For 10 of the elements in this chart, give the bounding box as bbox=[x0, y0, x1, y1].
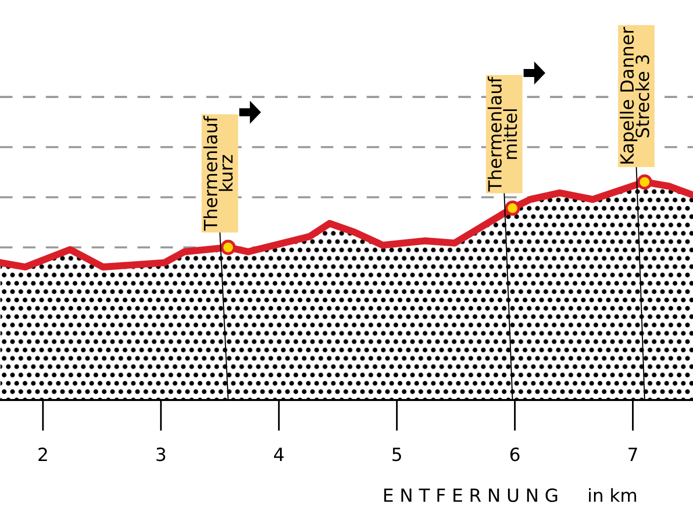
x-tick-label: 4 bbox=[274, 448, 284, 461]
x-tick-label: 2 bbox=[38, 448, 47, 461]
x-tick-label: 3 bbox=[156, 448, 166, 462]
annotation: Kapelle Danner Strecke 3 bbox=[620, 26, 650, 164]
x-axis-title: E N T F E R N U N G in km bbox=[384, 488, 636, 502]
annotation: Thermenlauf kurz bbox=[203, 116, 233, 231]
annotation: Thermenlauf mittel bbox=[488, 76, 518, 192]
x-tick-label: 6 bbox=[510, 448, 520, 462]
x-tick-label: 7 bbox=[628, 448, 638, 461]
x-tick-label: 5 bbox=[392, 448, 402, 462]
